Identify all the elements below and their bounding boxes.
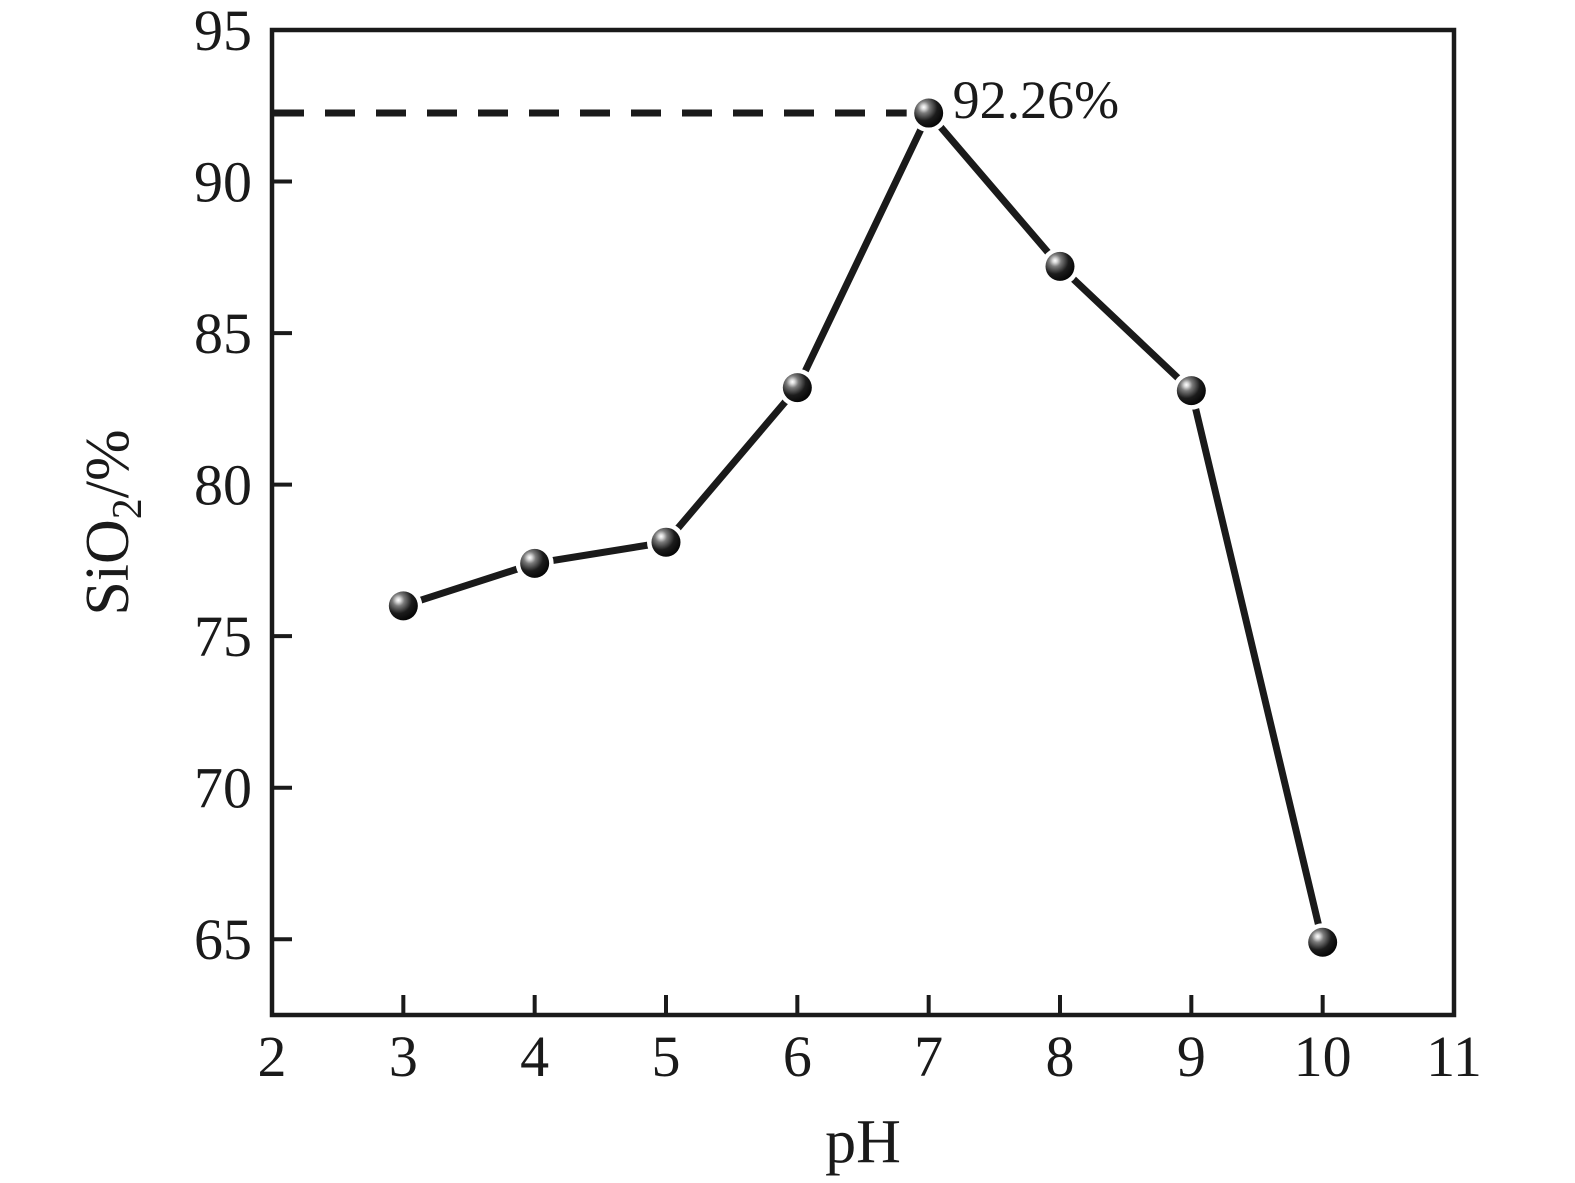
x-tick-label: 7: [914, 1024, 943, 1089]
data-point-marker: [914, 98, 944, 128]
y-tick-label: 75: [194, 604, 252, 669]
data-point-marker: [651, 527, 681, 557]
data-point-marker: [782, 373, 812, 403]
x-axis-title: pH: [825, 1108, 901, 1176]
data-point-marker: [520, 548, 550, 578]
x-tick-label: 9: [1177, 1024, 1206, 1089]
y-tick-label: 95: [194, 0, 252, 63]
x-tick-label: 4: [520, 1024, 549, 1089]
data-point-marker: [1308, 927, 1338, 957]
y-tick-label: 80: [194, 453, 252, 518]
x-tick-label: 8: [1046, 1024, 1075, 1089]
x-tick-label: 10: [1294, 1024, 1352, 1089]
y-tick-label: 65: [194, 907, 252, 972]
data-point-marker: [1176, 376, 1206, 406]
data-point-marker: [388, 591, 418, 621]
data-line: [402, 106, 1327, 944]
x-tick-label: 11: [1426, 1024, 1482, 1089]
x-tick-label: 6: [783, 1024, 812, 1089]
x-tick-label: 2: [258, 1024, 287, 1089]
x-tick-label: 3: [389, 1024, 418, 1089]
peak-annotation: 92.26%: [953, 70, 1119, 130]
y-axis-title: SiO2/%: [74, 429, 151, 615]
y-tick-label: 85: [194, 301, 252, 366]
y-tick-label: 70: [194, 756, 252, 821]
x-tick-label: 5: [652, 1024, 681, 1089]
data-point-marker: [1045, 251, 1075, 281]
plot-frame: [269, 27, 1457, 1018]
y-tick-label: 90: [194, 150, 252, 215]
